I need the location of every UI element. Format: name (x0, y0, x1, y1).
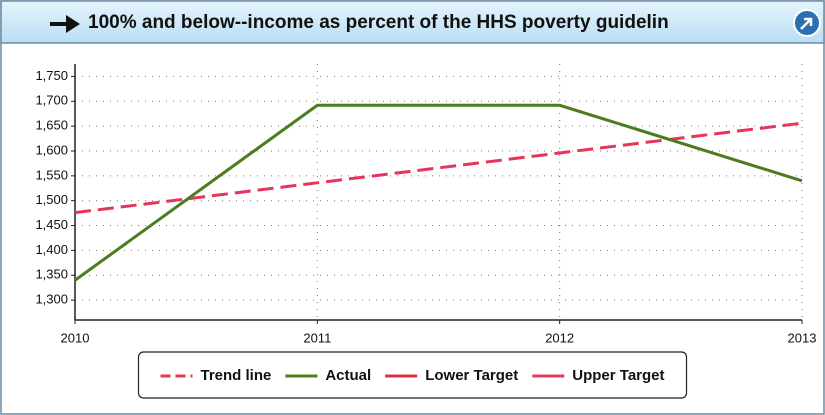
header (0, 0, 825, 44)
legend-item: Lower Target (385, 367, 518, 384)
x-tick-label: 2013 (788, 330, 817, 345)
y-tick-label: 1,400 (35, 242, 68, 257)
x-tick-label: 2011 (303, 330, 331, 345)
legend-item: Actual (285, 367, 371, 384)
y-tick-label: 1,700 (35, 93, 68, 108)
y-tick-label: 1,450 (35, 217, 68, 232)
arrow-icon (50, 15, 80, 33)
x-tick-label: 2012 (545, 330, 574, 345)
legend-label: Upper Target (572, 367, 664, 384)
legend: Trend line Actual Lower Target Upper Target (137, 351, 688, 399)
y-tick-label: 1,750 (35, 68, 68, 83)
series-line (74, 103, 803, 282)
y-tick-label: 1,550 (35, 167, 68, 182)
legend-label: Actual (325, 367, 371, 384)
chart-title: 100% and below--income as percent of the… (88, 12, 669, 33)
y-tick-label: 1,600 (35, 142, 68, 157)
legend-item: Trend line (160, 367, 271, 384)
y-tick-label: 1,650 (35, 118, 68, 133)
legend-label: Trend line (200, 367, 271, 384)
y-tick-label: 1,300 (35, 292, 68, 307)
legend-item: Upper Target (532, 367, 665, 384)
series-line (74, 121, 803, 215)
y-tick-label: 1,350 (35, 267, 68, 282)
x-tick-label: 2010 (61, 330, 90, 345)
legend-label: Lower Target (425, 367, 518, 384)
y-tick-label: 1,500 (35, 192, 68, 207)
open-button[interactable] (793, 9, 821, 37)
